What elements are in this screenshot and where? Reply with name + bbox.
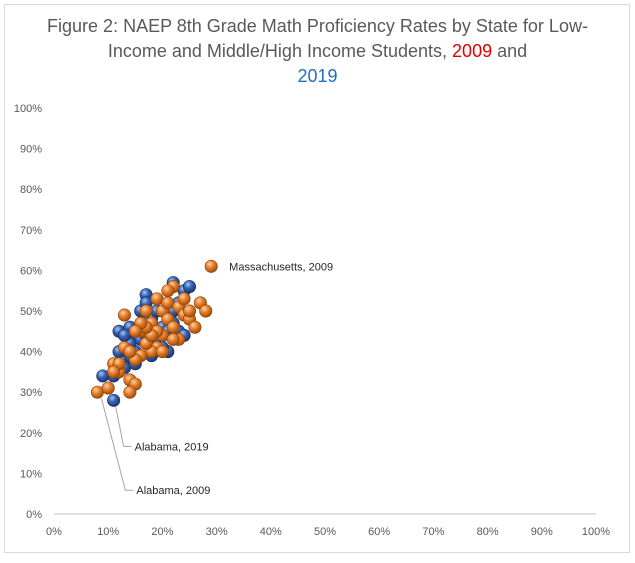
y-tick-label: 40%: [20, 347, 42, 359]
data-point-2009: [199, 304, 213, 318]
annotation-label: Massachusetts, 2009: [229, 261, 333, 273]
x-tick-label: 50%: [314, 526, 336, 538]
chart-title: Figure 2: NAEP 8th Grade Math Proficienc…: [40, 14, 595, 89]
data-point-2009: [188, 320, 202, 334]
y-tick-label: 100%: [14, 103, 42, 115]
x-tick-label: 100%: [582, 526, 610, 538]
axes: 0% 10% 20% 30% 40% 50% 60% 70% 80% 90% 100% 0% 10% 20…: [14, 103, 610, 538]
data-point-2009: [150, 292, 164, 306]
y-tick-label: 0%: [26, 509, 42, 521]
data-point-2009: [139, 304, 153, 318]
title-year-2009: 2009: [452, 41, 493, 61]
annotations: Massachusetts, 2009 Alabama, 2019 Alabama,…: [100, 261, 333, 497]
x-tick-label: 80%: [477, 526, 499, 538]
annotation-label: Alabama, 2019: [135, 441, 209, 453]
y-tick-label: 20%: [20, 428, 42, 440]
data-point-2009: [166, 320, 180, 334]
x-tick-label: 20%: [151, 526, 173, 538]
data-point-2009: [123, 345, 137, 359]
chart-frame: [4, 4, 630, 553]
data-point-2009: [128, 324, 142, 338]
y-tick-label: 60%: [20, 265, 42, 277]
title-text: Figure 2: NAEP 8th Grade Math Proficienc…: [47, 16, 588, 61]
data-point-2009: [123, 385, 137, 399]
data-point-2009: [117, 308, 131, 322]
data-point-2019: [96, 369, 110, 383]
data-point-2009: [107, 365, 121, 379]
data-points: [90, 259, 218, 407]
data-point-2019: [117, 328, 131, 342]
y-tick-label: 50%: [20, 306, 42, 318]
annotation-leader-line: [100, 398, 134, 491]
x-tick-label: 90%: [531, 526, 553, 538]
annotation-leader-line: [115, 406, 132, 447]
y-tick-label: 90%: [20, 144, 42, 156]
title-text-and: and: [492, 41, 528, 61]
x-tick-label: 40%: [260, 526, 282, 538]
data-point-2019: [107, 393, 121, 407]
data-point-2019: [183, 280, 197, 294]
x-tick-label: 70%: [422, 526, 444, 538]
data-point-2009: [204, 259, 218, 273]
data-point-2009: [155, 345, 169, 359]
x-tick-label: 10%: [97, 526, 119, 538]
data-point-2009: [161, 296, 175, 310]
annotation-label: Alabama, 2009: [136, 485, 210, 497]
x-tick-label: 60%: [368, 526, 390, 538]
data-point-2009: [177, 292, 191, 306]
title-year-2019: 2019: [297, 66, 338, 86]
data-point-2009: [183, 304, 197, 318]
x-tick-label: 0%: [46, 526, 62, 538]
data-point-2009: [161, 284, 175, 298]
data-point-2009: [90, 385, 104, 399]
x-tick-label: 30%: [206, 526, 228, 538]
y-tick-label: 30%: [20, 387, 42, 399]
y-tick-label: 80%: [20, 184, 42, 196]
data-point-2009: [166, 332, 180, 346]
y-tick-label: 70%: [20, 225, 42, 237]
data-point-2009: [101, 381, 115, 395]
y-tick-label: 10%: [20, 468, 42, 480]
